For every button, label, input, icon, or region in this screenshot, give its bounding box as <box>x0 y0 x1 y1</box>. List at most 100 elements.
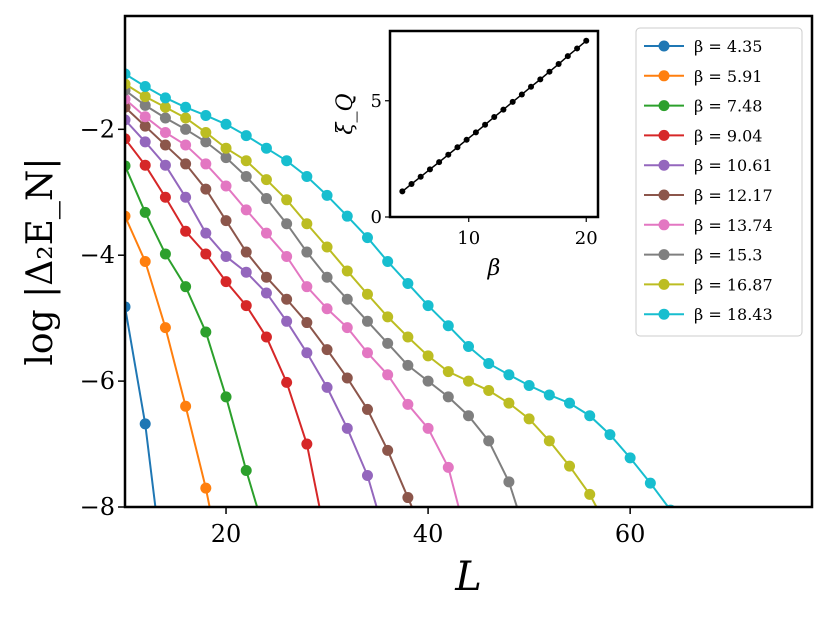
data-point-9-18 <box>483 357 495 369</box>
data-point-9-7 <box>260 142 272 154</box>
inset-data-point-0 <box>399 188 406 195</box>
data-point-4-8 <box>281 315 293 327</box>
data-point-7-19 <box>503 476 515 488</box>
inset-background <box>390 31 598 217</box>
data-point-9-13 <box>382 256 394 267</box>
x-tick-label-2: 60 <box>615 520 646 548</box>
data-point-3-5 <box>220 276 232 288</box>
legend-label-3: β = 9.04 <box>694 126 762 145</box>
data-point-6-7 <box>260 227 272 239</box>
series-line-1 <box>125 215 211 507</box>
data-point-4-9 <box>301 347 313 359</box>
inset-data-point-2 <box>417 173 424 180</box>
series-line-9 <box>125 73 670 507</box>
data-point-5-0 <box>125 101 131 113</box>
data-point-5-3 <box>180 158 192 170</box>
legend-marker-7 <box>658 249 670 261</box>
data-point-7-14 <box>402 359 414 371</box>
data-point-9-10 <box>321 189 333 201</box>
data-point-9-2 <box>159 92 171 104</box>
data-point-1-1 <box>139 256 151 267</box>
data-point-5-14 <box>402 492 414 504</box>
data-point-4-7 <box>260 287 272 299</box>
inset-x-axis-title: β <box>487 256 501 281</box>
data-point-9-11 <box>341 210 353 222</box>
data-point-9-8 <box>281 155 293 167</box>
data-point-1-4 <box>200 482 212 494</box>
series-line-3 <box>125 138 321 507</box>
data-point-8-8 <box>281 194 293 206</box>
legend-marker-5 <box>658 189 670 201</box>
inset-data-point-9 <box>482 121 489 128</box>
data-point-8-15 <box>422 350 434 362</box>
data-point-3-9 <box>301 438 313 450</box>
series-line-2 <box>125 165 259 507</box>
data-point-4-0 <box>125 114 131 126</box>
inset-data-point-8 <box>472 129 479 136</box>
data-point-7-5 <box>220 152 232 164</box>
data-point-1-2 <box>159 322 171 334</box>
data-point-6-11 <box>341 322 353 334</box>
data-point-9-16 <box>442 320 454 332</box>
data-point-9-0 <box>125 68 131 80</box>
data-point-5-10 <box>321 344 333 356</box>
inset-frame <box>388 29 600 219</box>
y-tick-label-1: −4 <box>80 241 115 269</box>
data-point-5-2 <box>159 139 171 151</box>
data-point-2-4 <box>200 326 212 338</box>
data-point-9-6 <box>240 130 252 142</box>
data-point-9-21 <box>543 389 555 401</box>
data-point-9-23 <box>584 410 596 422</box>
data-point-6-17 <box>463 539 474 550</box>
data-point-8-9 <box>301 218 313 230</box>
data-point-3-10 <box>322 539 333 550</box>
data-point-4-4 <box>200 227 212 239</box>
data-point-8-3 <box>180 112 192 124</box>
data-point-7-12 <box>361 315 373 327</box>
inset-data-point-3 <box>426 166 433 173</box>
inset-data-point-7 <box>463 136 470 143</box>
data-point-2-1 <box>139 206 151 218</box>
legend-item-6: β = 13.74 <box>644 216 773 235</box>
data-point-8-6 <box>240 155 252 167</box>
data-point-2-2 <box>159 248 171 260</box>
series-line-4 <box>125 119 378 507</box>
legend-marker-9 <box>658 308 670 320</box>
data-point-7-8 <box>281 218 293 230</box>
data-point-8-10 <box>321 241 333 253</box>
data-point-5-1 <box>139 120 151 132</box>
data-point-7-7 <box>260 193 272 205</box>
data-point-6-15 <box>422 422 434 434</box>
data-point-2-3 <box>180 281 192 293</box>
data-point-8-5 <box>220 142 232 154</box>
data-point-6-10 <box>321 303 333 315</box>
data-point-4-13 <box>382 539 393 550</box>
inset-data-point-15 <box>537 76 544 83</box>
data-point-7-10 <box>321 271 333 283</box>
data-point-3-4 <box>200 248 212 260</box>
data-point-6-14 <box>402 398 414 410</box>
data-point-4-2 <box>159 159 171 171</box>
legend-marker-2 <box>658 100 670 112</box>
data-point-7-4 <box>200 136 212 148</box>
inset-data-point-4 <box>436 159 443 166</box>
legend-marker-4 <box>658 159 670 171</box>
inset-data-point-19 <box>574 45 581 52</box>
y-tick-label-0: −2 <box>80 115 115 143</box>
legend-label-6: β = 13.74 <box>694 216 773 235</box>
x-tick-label-1: 40 <box>413 520 444 548</box>
legend-label-8: β = 16.87 <box>694 275 773 294</box>
legend-item-2: β = 7.48 <box>644 97 762 116</box>
x-axis-title: L <box>454 554 482 600</box>
data-point-9-20 <box>523 380 535 392</box>
data-point-2-7 <box>261 533 272 544</box>
inset-data-point-17 <box>555 61 562 68</box>
inset-data-point-12 <box>509 98 516 105</box>
data-point-9-14 <box>402 278 414 290</box>
data-point-4-11 <box>341 422 353 434</box>
data-point-6-1 <box>139 111 151 123</box>
data-point-7-16 <box>442 391 454 403</box>
data-point-4-3 <box>180 191 192 203</box>
inset-data-point-11 <box>500 106 507 113</box>
data-point-8-16 <box>442 366 454 378</box>
